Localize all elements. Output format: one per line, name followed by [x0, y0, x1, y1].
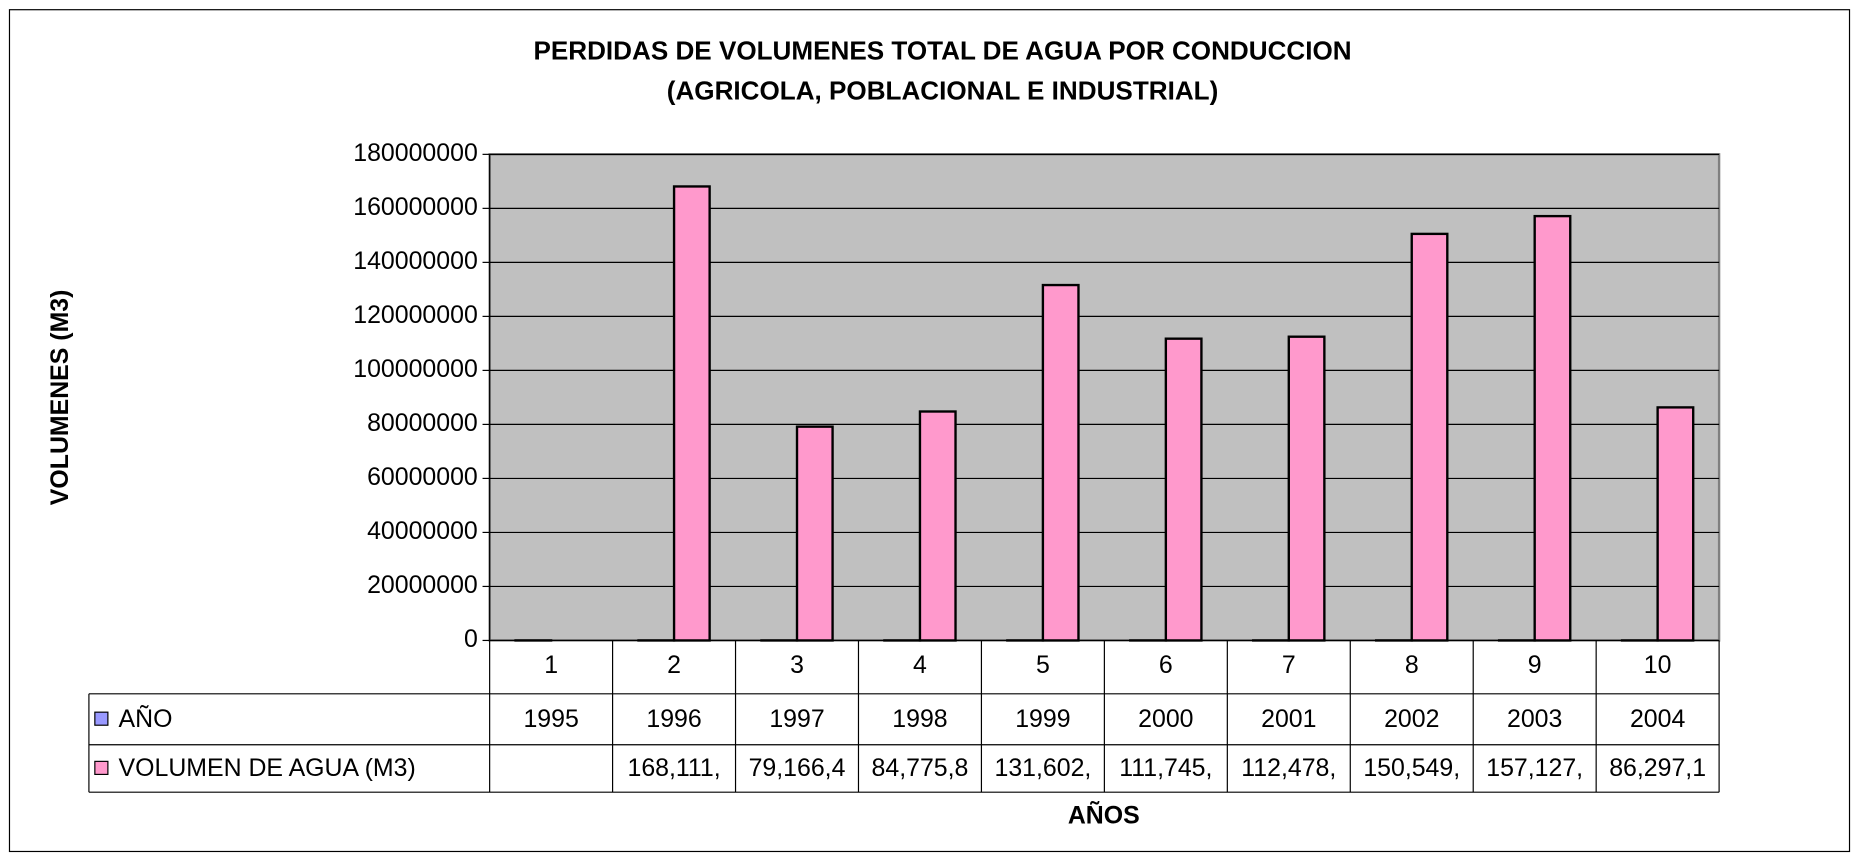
y-tick-label: 0 [464, 625, 478, 653]
chart-title: PERDIDAS DE VOLUMENES TOTAL DE AGUA POR … [533, 35, 1351, 65]
legend-label: VOLUMEN DE AGUA (M3) [119, 754, 416, 782]
table-value: 1998 [892, 705, 947, 733]
table-value: 131,602, [994, 754, 1091, 782]
bar [1410, 232, 1449, 642]
y-axis-label: VOLUMENES (M3) [46, 290, 74, 506]
x-tick-label: 10 [1644, 651, 1672, 679]
x-tick-label: 7 [1282, 651, 1296, 679]
bar [1533, 214, 1572, 642]
y-tick-label: 80000000 [367, 409, 478, 437]
table-value: 2000 [1138, 705, 1193, 733]
table-value: 2003 [1507, 705, 1562, 733]
table-value: 157,127, [1486, 754, 1583, 782]
x-tick-label: 8 [1405, 651, 1419, 679]
x-tick-label: 9 [1528, 651, 1542, 679]
x-tick-label: 2 [667, 651, 681, 679]
table-value: 150,549, [1363, 754, 1460, 782]
table-value: 168,111, [627, 754, 720, 782]
bar [672, 185, 711, 642]
x-tick-label: 4 [913, 651, 927, 679]
chart-title: (AGRICOLA, POBLACIONAL E INDUSTRIAL) [667, 76, 1219, 106]
x-tick-label: 3 [790, 651, 804, 679]
bar [1656, 406, 1695, 642]
table-value: 111,745, [1119, 754, 1212, 782]
y-tick-label: 180000000 [353, 139, 478, 167]
y-tick-label: 20000000 [367, 571, 478, 599]
y-tick-label: 160000000 [353, 193, 478, 221]
x-tick-label: 5 [1036, 651, 1050, 679]
bar [1287, 335, 1326, 642]
table-value: 84,775,8 [872, 754, 969, 782]
x-axis-label: AÑOS [1068, 800, 1140, 830]
table-value: 1999 [1015, 705, 1070, 733]
bar [795, 425, 834, 642]
table-value: 2001 [1261, 705, 1316, 733]
y-tick-label: 140000000 [353, 247, 478, 275]
y-tick-label: 40000000 [367, 517, 478, 545]
bar [1164, 337, 1203, 642]
y-tick-label: 60000000 [367, 463, 478, 491]
table-value: 1995 [523, 705, 578, 733]
x-tick-label: 1 [544, 651, 558, 679]
table-value: 112,478, [1241, 754, 1336, 782]
bar [1041, 283, 1080, 642]
y-tick-label: 100000000 [353, 355, 478, 383]
table-value: 86,297,1 [1609, 754, 1706, 782]
y-tick-label: 120000000 [353, 301, 478, 329]
table-value: 2002 [1384, 705, 1439, 733]
x-tick-label: 6 [1159, 651, 1173, 679]
table-value: 1997 [769, 705, 824, 733]
legend-key [94, 711, 109, 726]
legend-label: AÑO [119, 704, 173, 733]
legend-key [94, 760, 109, 776]
bar [918, 410, 957, 642]
table-value: 79,166,4 [749, 754, 846, 782]
table-value: 2004 [1630, 705, 1686, 733]
table-value: 1996 [646, 705, 701, 733]
